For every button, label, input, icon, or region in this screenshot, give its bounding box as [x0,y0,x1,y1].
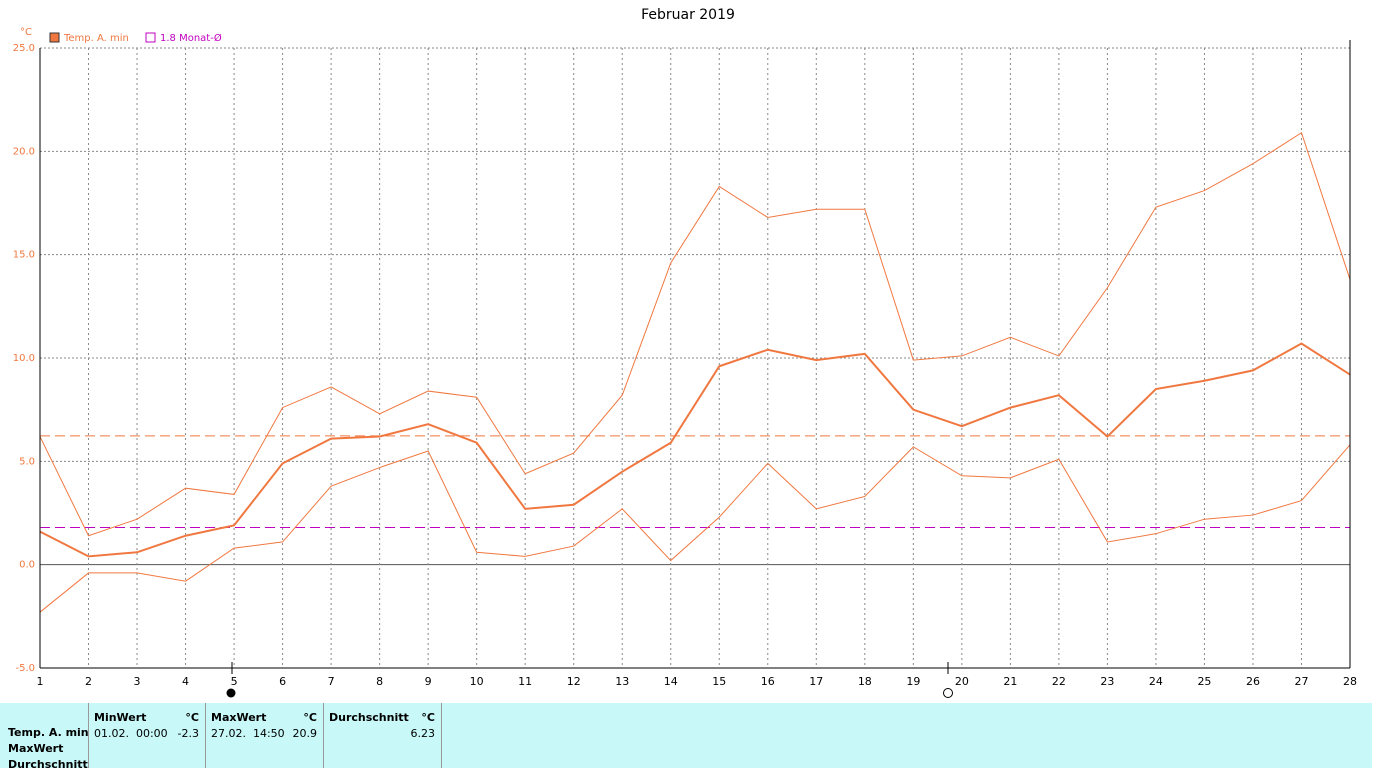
y-tick-label: 0.0 [19,560,35,571]
chart-title: Februar 2019 [641,7,735,23]
x-tick-label: 17 [809,675,823,688]
x-tick-label: 1 [37,675,44,688]
col-unit: °C [421,711,435,724]
separator [88,703,89,768]
y-unit: °C [20,27,32,38]
x-tick-label: 15 [712,675,726,688]
x-tick-label: 21 [1003,675,1017,688]
x-tick-label: 19 [906,675,920,688]
x-tick-label: 13 [615,675,629,688]
x-tick-label: 24 [1149,675,1163,688]
x-tick-label: 11 [518,675,532,688]
x-tick-label: 26 [1246,675,1260,688]
y-tick-label: 20.0 [13,146,35,157]
x-tick-label: 8 [376,675,383,688]
x-tick-label: 4 [182,675,189,688]
x-tick-label: 23 [1100,675,1114,688]
cell-date: 01.02. 00:00 [94,727,168,740]
x-tick-label: 20 [955,675,969,688]
y-tick-label: 25.0 [13,43,35,54]
cell-value: -2.3 [177,727,199,740]
x-tick-label: 9 [425,675,432,688]
x-tick-label: 12 [567,675,581,688]
cell-date: 27.02. 14:50 [211,727,285,740]
full-moon-icon [943,688,953,698]
x-tick-label: 22 [1052,675,1066,688]
x-tick-label: 10 [470,675,484,688]
x-tick-label: 27 [1294,675,1308,688]
row-label: Durchschnitt [8,758,88,768]
series-line [39,342,1351,558]
col-header: MaxWert [211,711,267,724]
row-label: Temp. A. min [8,726,89,739]
new-moon-icon [226,688,236,698]
cell-value: 20.9 [292,727,318,740]
separator [323,703,324,768]
x-tick-label: 25 [1197,675,1211,688]
x-tick-label: 28 [1343,675,1357,688]
series-line [39,131,1351,537]
stats-table: Temp. A. min MaxWert Durchschnitt MinWert °C… [0,703,1372,768]
y-tick-label: 10.0 [13,353,35,364]
x-tick-label: 16 [761,675,775,688]
legend-swatch [145,32,156,43]
col-unit: °C [303,711,317,724]
x-tick-label: 2 [85,675,92,688]
chart: Februar 2019 °C -5.00.05.010.015.020.025… [13,7,1357,698]
legend-swatch [49,32,60,43]
col-header: MinWert [94,711,147,724]
col-header: Durchschnitt [329,711,409,724]
series-line [39,444,1351,613]
y-tick-label: 5.0 [19,456,35,467]
x-tick-label: 6 [279,675,286,688]
row-label: MaxWert [8,742,64,755]
col-unit: °C [185,711,199,724]
x-tick-label: 5 [231,675,238,688]
separator [205,703,206,768]
x-tick-label: 14 [664,675,678,688]
cell-value: 6.23 [410,727,436,740]
y-tick-label: 15.0 [13,250,35,261]
legend-label: 1.8 Monat-Ø [160,32,222,44]
x-tick-label: 7 [328,675,335,688]
x-tick-label: 18 [858,675,872,688]
x-tick-label: 3 [134,675,141,688]
y-tick-label: -5.0 [15,663,35,674]
legend-label: Temp. A. min [63,33,129,44]
separator [441,703,442,768]
